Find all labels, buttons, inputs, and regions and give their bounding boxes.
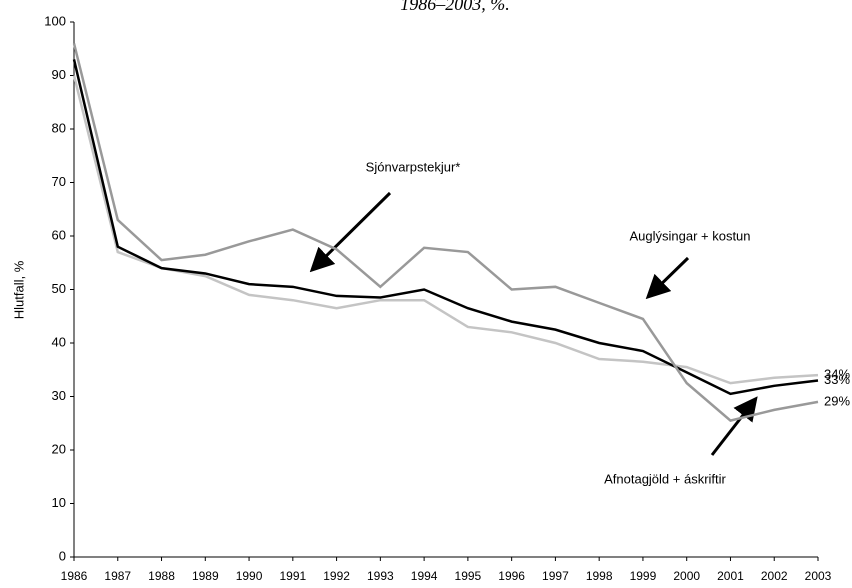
x-tick-label: 1992 — [323, 569, 350, 583]
x-tick-label: 1998 — [586, 569, 613, 583]
x-tick-label: 1988 — [148, 569, 175, 583]
x-tick-label: 1989 — [192, 569, 219, 583]
y-tick-label: 90 — [52, 67, 66, 82]
x-tick-label: 1997 — [542, 569, 569, 583]
x-tick-label: 1994 — [411, 569, 438, 583]
y-tick-label: 0 — [59, 548, 66, 563]
y-tick-label: 50 — [52, 281, 66, 296]
x-tick-label: 2001 — [717, 569, 744, 583]
x-tick-label: 1986 — [61, 569, 88, 583]
arrow — [309, 191, 392, 273]
y-tick-label: 40 — [52, 334, 66, 349]
x-tick-label: 2000 — [673, 569, 700, 583]
y-tick-label: 100 — [44, 13, 66, 28]
x-tick-label: 1990 — [236, 569, 263, 583]
x-tick-label: 2002 — [761, 569, 788, 583]
value-label: 34% — [824, 367, 850, 382]
series-line — [72, 43, 819, 422]
annotation: Sjónvarpstekjur* — [366, 159, 461, 174]
arrow — [710, 396, 758, 456]
x-tick-label: 1996 — [498, 569, 525, 583]
value-label: 29% — [824, 393, 850, 408]
y-tick-label: 60 — [52, 227, 66, 242]
x-tick-label: 1991 — [279, 569, 306, 583]
y-tick-label: 70 — [52, 174, 66, 189]
x-tick-label: 1993 — [367, 569, 394, 583]
arrow — [645, 256, 690, 300]
y-tick-label: 80 — [52, 120, 66, 135]
y-axis-label: Hlutfall, % — [11, 260, 26, 319]
annotation: Auglýsingar + kostun — [629, 228, 750, 243]
x-tick-label: 2003 — [805, 569, 832, 583]
y-tick-label: 30 — [52, 388, 66, 403]
x-tick-label: 1999 — [630, 569, 657, 583]
x-tick-label: 1987 — [104, 569, 131, 583]
annotation: Afnotagjöld + áskriftir — [604, 471, 726, 486]
series-line — [72, 59, 819, 396]
y-tick-label: 20 — [52, 441, 66, 456]
series-line — [72, 75, 819, 385]
value-label: 33% — [824, 372, 850, 387]
x-tick-label: 1995 — [455, 569, 482, 583]
y-tick-label: 10 — [52, 495, 66, 510]
chart-title: 1986–2003, %. — [400, 0, 510, 14]
